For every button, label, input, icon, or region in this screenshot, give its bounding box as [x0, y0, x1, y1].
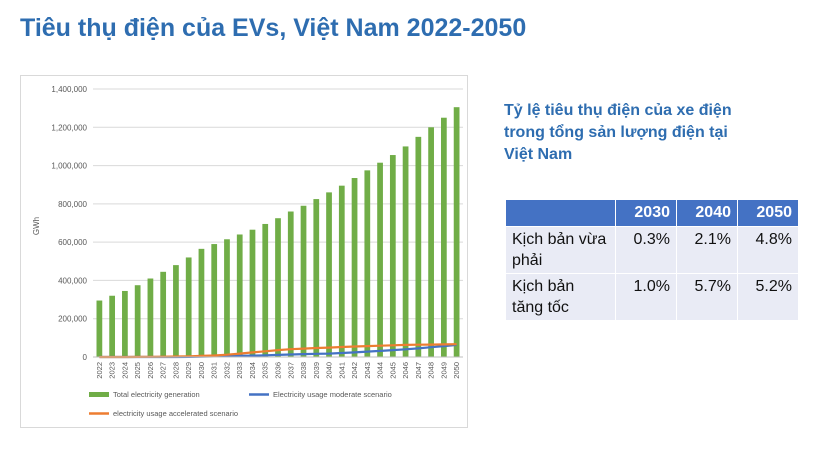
chart-container: 0 200,000 400,000 600,000 800,000 1,000,000 1,…: [20, 75, 468, 428]
bar-2022: [96, 300, 103, 357]
x-tick-label: 2041: [337, 362, 346, 379]
x-tick-label: 2044: [376, 362, 385, 379]
bar-2036: [275, 218, 281, 357]
row-label-moderate: Kịch bản vừa phải: [505, 226, 616, 274]
bar-2028: [173, 265, 179, 357]
y-tick-label: 800,000: [58, 200, 87, 209]
bar-2050: [453, 107, 460, 357]
x-tick-label: 2027: [159, 362, 168, 379]
x-tick-label: 2028: [171, 362, 180, 379]
ev-share-table: 2030 2040 2050 Kịch bản vừa phải 0.3% 2.…: [505, 199, 799, 321]
bar-2041: [338, 185, 345, 357]
x-tick-label: 2026: [146, 362, 155, 379]
x-tick-label: 2034: [248, 362, 257, 379]
table-header-row: 2030 2040 2050: [505, 199, 799, 227]
x-tick-label: 2029: [184, 362, 193, 379]
x-tick-label: 2036: [274, 362, 283, 379]
bar-2047: [415, 136, 422, 357]
cell-accelerated-2030: 1.0%: [615, 273, 677, 321]
x-tick-label: 2042: [350, 362, 359, 379]
table-row: Kịch bản tăng tốc 1.0% 5.7% 5.2%: [505, 273, 799, 321]
legend-item-total: Total electricity generation: [89, 390, 200, 399]
bar-2044: [377, 162, 383, 357]
bar-2049: [440, 117, 447, 357]
bar-2026: [147, 278, 154, 357]
y-tick-label: 1,000,000: [51, 162, 87, 171]
table-header-corner: [505, 199, 616, 227]
x-tick-label: 2031: [210, 362, 219, 379]
x-tick-label: 2035: [261, 362, 270, 379]
table-header-2030: 2030: [615, 199, 677, 227]
electricity-chart: 0 200,000 400,000 600,000 800,000 1,000,000 1,…: [32, 85, 463, 418]
x-tick-label: 2049: [439, 362, 448, 379]
y-tick-label: 0: [83, 353, 88, 362]
bar-2046: [402, 146, 409, 357]
x-tick-label: 2048: [427, 362, 436, 379]
side-heading: Tỷ lệ tiêu thụ điện của xe điện trong tổ…: [504, 102, 732, 163]
x-tick-label: 2046: [401, 362, 410, 379]
x-tick-label: 2047: [414, 362, 423, 379]
legend-item-moderate: Electricity usage moderate scenario: [249, 390, 392, 399]
legend-label-accelerated: electricity usage accelerated scenario: [113, 409, 238, 418]
table-row: Kịch bản vừa phải 0.3% 2.1% 4.8%: [505, 226, 799, 274]
cell-moderate-2050: 4.8%: [737, 226, 799, 274]
bar-2025: [134, 285, 141, 357]
x-tick-label: 2024: [120, 362, 129, 379]
bar-2023: [109, 295, 116, 357]
cell-accelerated-2050: 5.2%: [737, 273, 799, 321]
y-tick-label: 1,200,000: [51, 123, 87, 132]
bar-2038: [300, 205, 307, 357]
y-tick-label: 600,000: [58, 238, 87, 247]
legend-item-accelerated: electricity usage accelerated scenario: [89, 409, 238, 418]
cell-accelerated-2040: 5.7%: [676, 273, 738, 321]
bar-2033: [236, 234, 243, 357]
bar-2031: [211, 244, 218, 357]
x-tick-label: 2022: [95, 362, 104, 379]
bar-2034: [249, 229, 256, 357]
row-label-accelerated: Kịch bản tăng tốc: [505, 273, 616, 321]
bar-2039: [313, 199, 320, 357]
x-tick-label: 2032: [222, 362, 231, 379]
x-tick-label: 2023: [108, 362, 117, 379]
x-tick-label: 2043: [363, 362, 372, 379]
x-tick-label: 2025: [133, 362, 142, 379]
bars-total-generation: [96, 107, 460, 358]
page-title: Tiêu thụ điện của EVs, Việt Nam 2022-205…: [20, 14, 527, 42]
table-header-2050: 2050: [737, 199, 799, 227]
bar-2043: [364, 170, 371, 357]
legend-label-moderate: Electricity usage moderate scenario: [273, 390, 392, 399]
bar-2042: [351, 178, 358, 357]
bar-2032: [224, 239, 230, 357]
bar-2040: [326, 192, 332, 357]
bar-2037: [287, 211, 294, 357]
bar-2029: [185, 257, 192, 357]
x-tick-label: 2045: [388, 362, 397, 379]
x-tick-label: 2037: [286, 362, 295, 379]
x-tick-label: 2038: [299, 362, 308, 379]
cell-moderate-2040: 2.1%: [676, 226, 738, 274]
bar-2045: [389, 155, 396, 357]
bar-2030: [198, 248, 205, 357]
x-tick-label: 2033: [235, 362, 244, 379]
cell-moderate-2030: 0.3%: [615, 226, 677, 274]
x-tick-label: 2039: [312, 362, 321, 379]
x-axis-ticks: 2022 2023 2024 2025 2026 2027 2028 2029 2030 2031…: [95, 362, 461, 379]
x-tick-label: 2040: [325, 362, 334, 379]
legend-swatch-total: [89, 392, 109, 397]
legend-label-total: Total electricity generation: [113, 390, 200, 399]
bar-2027: [160, 271, 167, 357]
x-tick-label: 2030: [197, 362, 206, 379]
y-tick-label: 200,000: [58, 315, 87, 324]
y-tick-label: 400,000: [58, 276, 87, 285]
bar-2024: [122, 290, 128, 357]
legend: Total electricity generation Electricity…: [89, 390, 392, 418]
x-tick-label: 2050: [452, 362, 461, 379]
y-axis-label: GWh: [32, 217, 41, 235]
y-tick-label: 1,400,000: [51, 85, 87, 94]
y-axis-ticks: 0 200,000 400,000 600,000 800,000 1,000,000 1,…: [51, 85, 87, 362]
table-header-2040: 2040: [676, 199, 738, 227]
bar-2035: [262, 223, 269, 357]
bar-2048: [428, 127, 434, 358]
